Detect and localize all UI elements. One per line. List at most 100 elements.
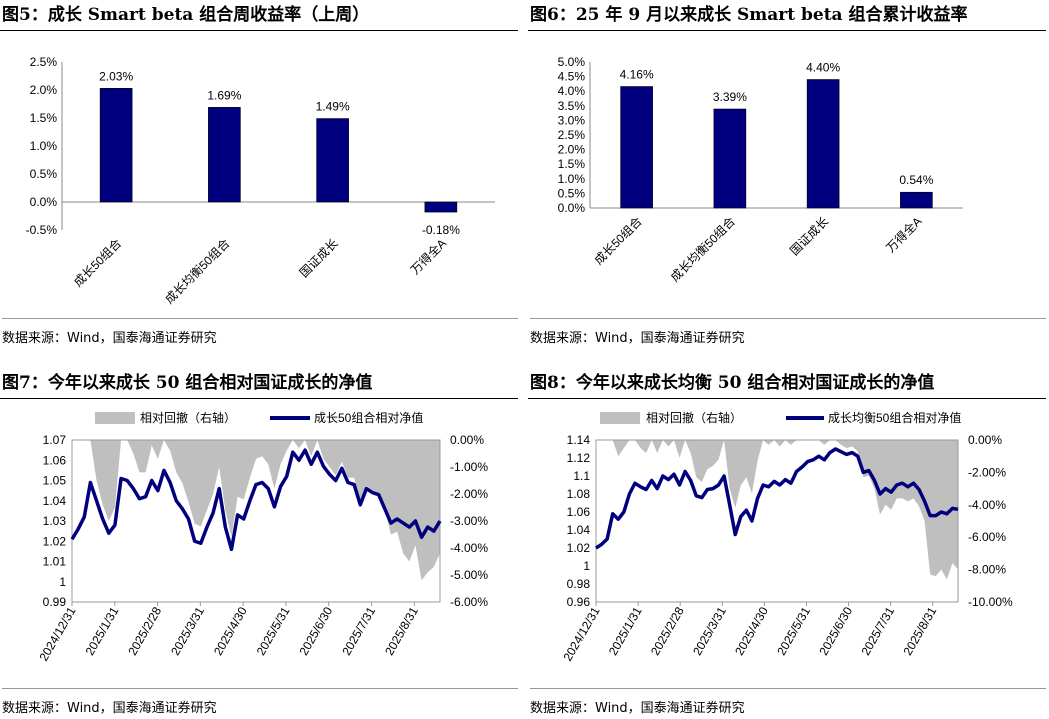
plot-frame [595,439,959,603]
bar [900,191,933,209]
y-tick-label: 1.5% [558,157,586,171]
bar-chart-fig5: -0.5% 0.0% 0.5% 1.0% 1.5% 2.0% 2.5% 2.03% 成长50组合… [26,55,495,306]
bar-chart-fig6: 0.0%0.5%1.0%1.5%2.0%2.5%3.0%3.5%4.0%4.5%… [558,55,963,285]
x-tick-label: 2025/2/28 [125,604,164,658]
x-tick-label: 2025/6/30 [297,604,336,658]
y-tick-label: 1.5% [30,111,58,125]
x-tick-label: 国证成长 [787,214,831,258]
data-label: 4.40% [806,61,840,75]
x-tick-label: 成长50组合 [70,236,124,290]
x-tick-label: 万得全A [407,236,449,278]
y2-tick-label: -2.00% [968,465,1006,479]
y-tick-label: -0.5% [26,223,58,237]
x-tick-label: 成长均衡50组合 [667,214,738,285]
line-chart-fig7: 相对回撤（右轴） 成长50组合相对净值 0.99 1 1.01 1.02 1.03 1.04 1… [36,410,488,664]
y-tick-label: 0.0% [30,195,58,209]
y-tick-label: 0.99 [43,595,67,609]
y2-tick-label: -4.00% [450,541,488,555]
data-label: -0.18% [422,223,460,237]
y-tick-label: 5.0% [558,55,586,69]
y-tick-label: 0.0% [558,201,586,215]
chart-title: 图8：今年以来成长均衡 50 组合相对国证成长的净值 [528,368,1046,399]
legend-label: 相对回撤（右轴） [646,410,742,425]
y-tick-label: 0.98 [567,577,591,591]
legend-swatch-drawdown [95,412,135,424]
x-tick-label: 2024/12/31 [36,604,78,663]
y-tick-label: 1.14 [567,433,591,447]
x-tick-label: 2025/3/31 [690,604,729,658]
chart-panel-fig8: 图8：今年以来成长均衡 50 组合相对国证成长的净值 相对回撤（右轴） 成长均衡5… [528,368,1046,718]
y2-tick-label: -4.00% [968,498,1006,512]
bar [620,86,653,209]
chart-panel-fig6: 图6：25 年 9 月以来成长 Smart beta 组合累计收益率 0.0% 0… [528,0,1046,350]
x-tick-label: 2025/8/31 [901,604,940,658]
data-label: 1.49% [316,100,350,114]
source-note: 数据来源：Wind，国泰海通证券研究 [2,318,518,346]
chart-title: 图7：今年以来成长 50 组合相对国证成长的净值 [0,368,518,399]
y-tick-label: 0.5% [558,186,586,200]
y-tick-label: 0.96 [567,595,591,609]
x-tick-label: 2025/5/31 [774,604,813,658]
y2-tick-label: -6.00% [968,530,1006,544]
x-tick-label: 2025/8/31 [382,604,421,658]
y-tick-label: 3.5% [558,99,586,113]
chart-title: 图6：25 年 9 月以来成长 Smart beta 组合累计收益率 [528,0,1046,31]
chart-panel-fig5: 图5：成长 Smart beta 组合周收益率（上周） -0.5% 0.0% 0.5… [0,0,518,350]
legend-label: 成长均衡50组合相对净值 [828,410,961,425]
y2-tick-label: -2.00% [450,487,488,501]
y2-tick-label: -5.00% [450,568,488,582]
y-tick-label: 2.5% [30,55,58,69]
drawdown-area [72,440,440,581]
x-tick-label: 万得全A [883,214,925,256]
chart-title: 图5：成长 Smart beta 组合周收益率（上周） [0,0,518,31]
y2-tick-label: -1.00% [450,460,488,474]
x-tick-label: 国证成长 [297,236,341,280]
bar [208,107,241,203]
y-tick-label: 1.07 [43,433,67,447]
drawdown-area [596,440,958,580]
legend-label: 相对回撤（右轴） [140,410,236,425]
y-tick-label: 3.0% [558,113,586,127]
y-tick-label: 1.01 [43,555,67,569]
y-tick-label: 4.5% [558,70,586,84]
bar [316,118,349,203]
y-tick-label: 1.08 [567,487,591,501]
y2-tick-label: 0.00% [968,433,1002,447]
y2-tick-label: 0.00% [450,433,484,447]
y2-tick-label: -6.00% [450,595,488,609]
y-tick-label: 1 [59,575,66,589]
y2-tick-label: -8.00% [968,563,1006,577]
data-label: 3.39% [713,90,747,104]
net-value-line [595,447,959,550]
y-tick-label: 1.06 [43,453,67,467]
line-chart-fig8: 相对回撤（右轴） 成长均衡50组合相对净值 0.96 0.98 1 1.02 1.04 1.0… [560,410,1013,664]
y-tick-label: 2.0% [558,143,586,157]
x-tick-label: 2025/6/30 [816,604,855,658]
data-label: 2.03% [99,69,133,83]
x-tick-label: 2025/4/30 [732,604,771,658]
bar [713,108,747,209]
data-label: 1.69% [207,88,241,102]
y-tick-label: 1.0% [30,139,58,153]
x-tick-label: 2025/4/30 [211,604,250,658]
y-tick-label: 1.03 [43,514,67,528]
y-tick-label: 1.0% [558,172,586,186]
y-tick-label: 0.5% [30,167,58,181]
source-note: 数据来源：Wind，国泰海通证券研究 [530,318,1046,346]
net-value-line [70,448,442,552]
y-tick-label: 1.06 [567,505,591,519]
x-tick-label: 2025/2/28 [648,604,687,658]
y-tick-label: 1.02 [43,534,67,548]
y-tick-label: 2.5% [558,128,586,142]
data-label: 0.54% [899,173,933,187]
y-tick-label: 1.12 [567,451,591,465]
y-tick-label: 1.1 [573,469,590,483]
y2-tick-label: -3.00% [450,514,488,528]
x-tick-label: 2025/1/31 [606,604,645,658]
data-label: 4.16% [620,68,654,82]
bar [99,88,133,203]
x-tick-label: 2025/1/31 [83,604,122,658]
bar [424,201,458,213]
x-tick-label: 2024/12/31 [560,604,602,663]
chart-panel-fig7: 图7：今年以来成长 50 组合相对国证成长的净值 相对回撤（右轴） 成长50组合相… [0,368,518,718]
